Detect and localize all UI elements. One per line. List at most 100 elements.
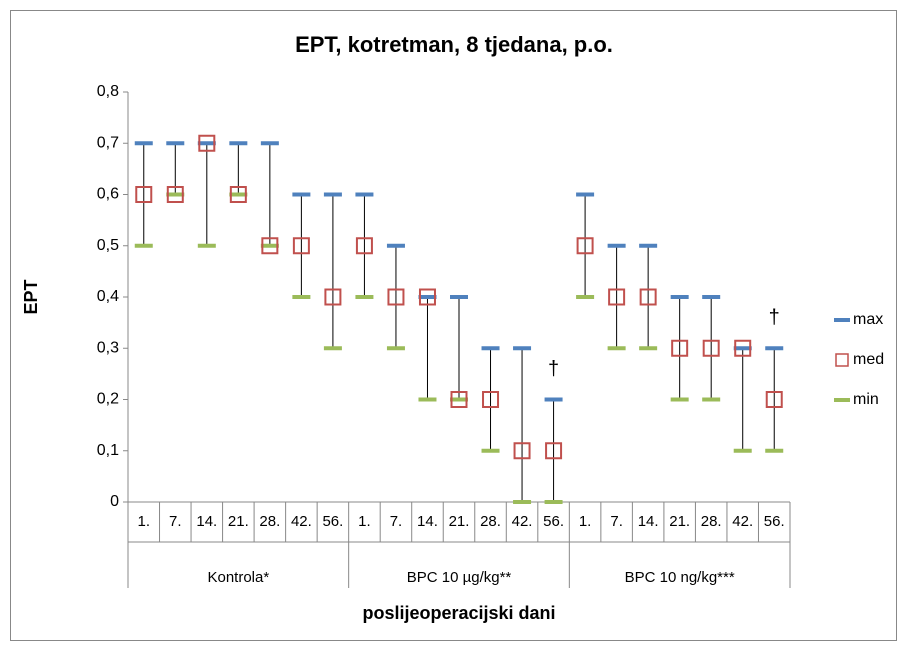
- max-marker: [260, 141, 279, 146]
- median-marker: [702, 339, 720, 357]
- y-tick-label: 0,1: [97, 442, 119, 459]
- x-tick-label: 42.: [732, 513, 753, 530]
- median-marker: [324, 288, 342, 306]
- median-marker: [513, 442, 531, 460]
- median-marker: [292, 237, 310, 255]
- min-marker: [639, 346, 658, 351]
- max-marker: [418, 295, 437, 299]
- median-marker: [135, 186, 153, 203]
- group-label: BPC 10 ng/kg***: [625, 569, 735, 586]
- median-marker: [576, 237, 594, 255]
- annotation: †: [548, 358, 559, 380]
- x-tick-label: 28.: [480, 513, 501, 530]
- min-marker: [386, 346, 405, 351]
- median-marker: [450, 391, 468, 408]
- group-label: BPC 10 µg/kg**: [407, 569, 512, 586]
- y-tick-label: 0,3: [97, 339, 119, 356]
- y-tick-label: 0,8: [97, 83, 119, 100]
- x-tick-label: 7.: [610, 513, 623, 530]
- legend-label: med: [853, 351, 884, 368]
- median-marker: [387, 288, 405, 306]
- min-marker: [197, 243, 216, 248]
- min-marker: [607, 346, 626, 351]
- max-marker: [292, 192, 311, 197]
- min-marker: [670, 397, 689, 402]
- y-tick-label: 0,2: [97, 391, 119, 408]
- median-marker: [166, 186, 184, 203]
- max-marker: [702, 295, 721, 299]
- min-marker: [733, 448, 752, 453]
- y-tick-label: 0,5: [97, 237, 119, 254]
- median-marker: [418, 288, 436, 306]
- legend-label: min: [853, 391, 879, 408]
- y-tick-label: 0: [110, 493, 119, 510]
- chart-frame: [10, 10, 897, 641]
- max-marker: [197, 141, 216, 146]
- max-marker: [670, 295, 689, 299]
- max-marker: [166, 141, 185, 146]
- annotation: †: [769, 307, 780, 329]
- min-marker: [576, 295, 595, 299]
- median-marker: [765, 391, 783, 408]
- max-marker: [576, 192, 595, 197]
- min-marker: [418, 397, 437, 402]
- x-tick-label: 7.: [169, 513, 182, 530]
- x-tick-label: 28.: [701, 513, 722, 530]
- x-tick-label: 1.: [579, 513, 592, 530]
- x-tick-label: 14.: [638, 513, 659, 530]
- min-marker: [450, 397, 468, 402]
- group-label: Kontrola*: [207, 569, 269, 586]
- x-tick-label: 21.: [449, 513, 470, 530]
- x-tick-label: 1.: [138, 513, 151, 530]
- max-marker: [450, 295, 468, 299]
- x-tick-label: 56.: [764, 513, 785, 530]
- min-marker: [355, 295, 374, 299]
- max-marker: [481, 346, 500, 351]
- min-marker: [166, 192, 185, 197]
- max-marker: [134, 141, 153, 146]
- chart-title: EPT, kotretman, 8 tjedana, p.o.: [295, 32, 613, 57]
- min-marker: [134, 243, 153, 248]
- x-tick-label: 42.: [512, 513, 533, 530]
- max-marker: [386, 243, 405, 248]
- min-marker: [544, 500, 563, 504]
- x-tick-label: 56.: [322, 513, 343, 530]
- min-marker: [481, 448, 500, 453]
- median-marker: [671, 339, 689, 357]
- legend-swatch: [834, 398, 850, 402]
- x-tick-label: 7.: [390, 513, 403, 530]
- y-tick-label: 0,4: [97, 288, 119, 305]
- max-marker: [639, 243, 658, 248]
- x-tick-label: 21.: [228, 513, 249, 530]
- min-marker: [292, 295, 311, 299]
- max-marker: [355, 192, 374, 197]
- legend-swatch: [835, 353, 849, 367]
- min-marker: [765, 448, 784, 453]
- x-axis-title: poslijeoperacijski dani: [362, 603, 555, 623]
- median-marker: [482, 391, 500, 408]
- max-marker: [765, 346, 784, 351]
- legend-swatch: [834, 318, 850, 322]
- x-tick-label: 56.: [543, 513, 564, 530]
- max-marker: [544, 397, 563, 402]
- median-marker: [261, 237, 279, 255]
- median-marker: [608, 288, 626, 306]
- x-tick-label: 14.: [417, 513, 438, 530]
- median-marker: [545, 442, 563, 460]
- y-tick-label: 0,7: [97, 134, 119, 151]
- median-marker: [355, 237, 373, 255]
- x-tick-label: 1.: [358, 513, 371, 530]
- max-marker: [733, 346, 752, 351]
- max-marker: [607, 243, 626, 248]
- legend-label: max: [853, 311, 883, 328]
- x-tick-label: 14.: [196, 513, 217, 530]
- x-tick-label: 28.: [259, 513, 280, 530]
- min-marker: [229, 192, 248, 197]
- min-marker: [260, 243, 279, 248]
- x-tick-label: 21.: [669, 513, 690, 530]
- min-marker: [513, 500, 532, 504]
- median-marker: [198, 134, 216, 152]
- max-marker: [323, 192, 342, 197]
- median-marker: [639, 288, 657, 306]
